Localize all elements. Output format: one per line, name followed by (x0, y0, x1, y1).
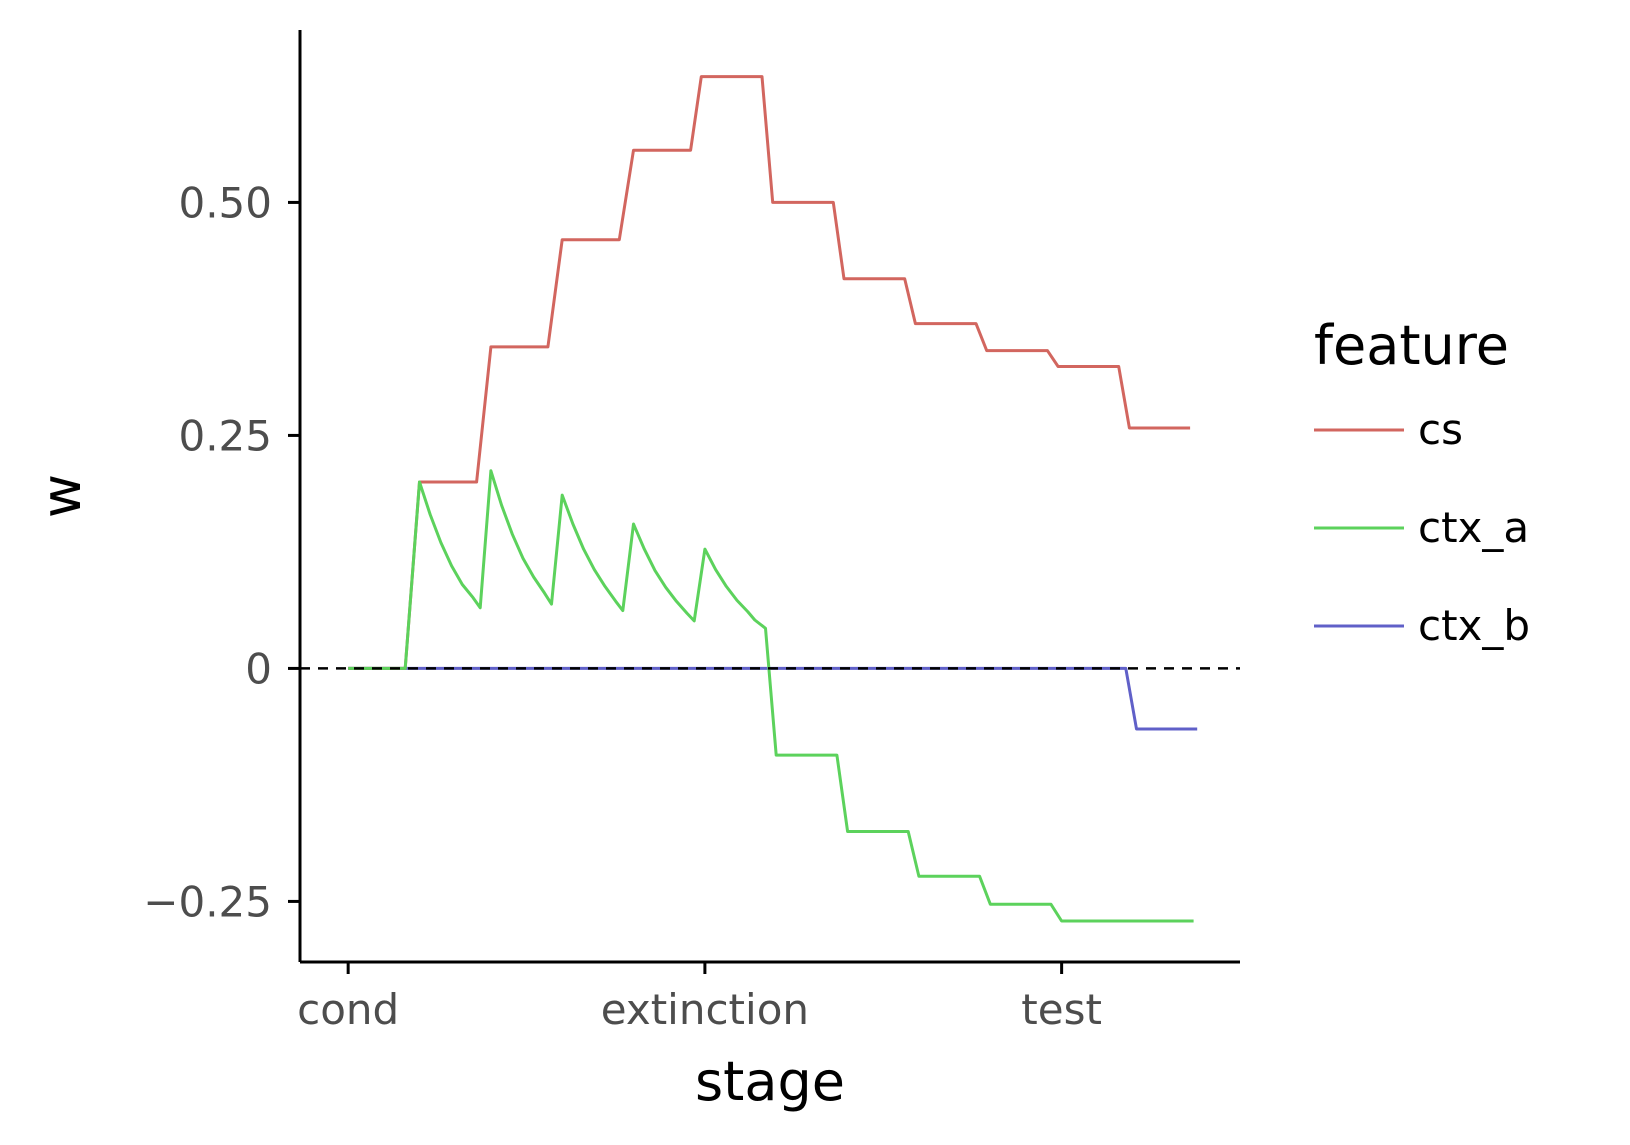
y-tick-label: −0.25 (143, 877, 272, 926)
plot-series (348, 75, 1198, 923)
x-tick-label: test (1021, 985, 1102, 1034)
y-tick-label: 0.25 (178, 411, 272, 460)
y-axis-title: w (30, 474, 93, 518)
y-tick-label: 0.50 (178, 178, 272, 227)
legend-label-cs: cs (1418, 405, 1463, 454)
y-axis-ticks: 0.50 0.25 0 −0.25 (143, 178, 300, 926)
series-line-ctx_a (348, 469, 1194, 923)
x-tick-label: cond (297, 985, 399, 1034)
y-tick-label: 0 (245, 644, 272, 693)
x-axis-title: stage (695, 1050, 845, 1113)
x-axis-ticks: cond extinction test (297, 962, 1102, 1034)
legend-label-ctx_b: ctx_b (1418, 601, 1530, 650)
legend-label-ctx_a: ctx_a (1418, 503, 1529, 552)
series-line-cs (348, 75, 1191, 670)
legend: feature cs ctx_a ctx_b (1314, 314, 1530, 650)
legend-title: feature (1314, 314, 1509, 377)
x-tick-label: extinction (601, 985, 809, 1034)
